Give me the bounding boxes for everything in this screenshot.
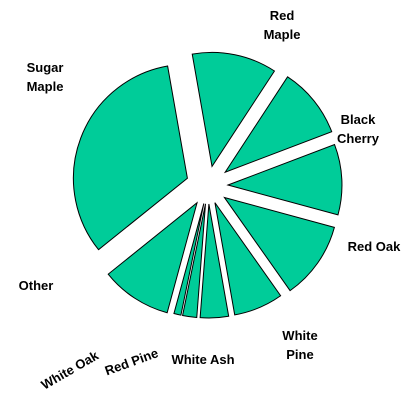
slice-label-line: Maple (27, 79, 64, 94)
pie-slice (223, 76, 333, 174)
slice-label: White Ash (171, 352, 234, 367)
pie-slice (173, 203, 205, 316)
slice-label-line: White (282, 328, 317, 343)
slice-label: Other (19, 278, 54, 293)
slice-label: Sugar Maple (27, 60, 64, 94)
slice-label-line: Cherry (337, 131, 380, 146)
pie-slice (214, 202, 282, 316)
slice-label-line: White Ash (171, 352, 234, 367)
pie-slice (72, 65, 188, 251)
pie-slice (223, 196, 336, 292)
slice-label-line: Sugar (27, 60, 64, 75)
pie-slice (107, 201, 198, 314)
slice-label-line: Pine (286, 347, 313, 362)
slice-label-line: Red Pine (103, 345, 160, 378)
slice-label: Black Cherry (337, 112, 380, 146)
pie-slice (191, 51, 276, 168)
slice-label: White Pine (282, 328, 317, 362)
slice-label-line: Red Oak (348, 239, 402, 254)
slice-label-line: Red (270, 8, 295, 23)
slice-label-line: White Oak (38, 347, 101, 392)
pie-slices (72, 51, 343, 319)
slice-label-line: Black (341, 112, 376, 127)
pie-slice (226, 143, 343, 216)
pie-slice (199, 203, 230, 319)
slice-label-line: Maple (264, 27, 301, 42)
slice-label: Red Maple (264, 8, 301, 42)
pie-slice (181, 203, 206, 319)
slice-label: White Oak (38, 347, 101, 392)
slice-label-line: Other (19, 278, 54, 293)
slice-label: Red Pine (103, 345, 160, 378)
slice-label: Red Oak (348, 239, 402, 254)
